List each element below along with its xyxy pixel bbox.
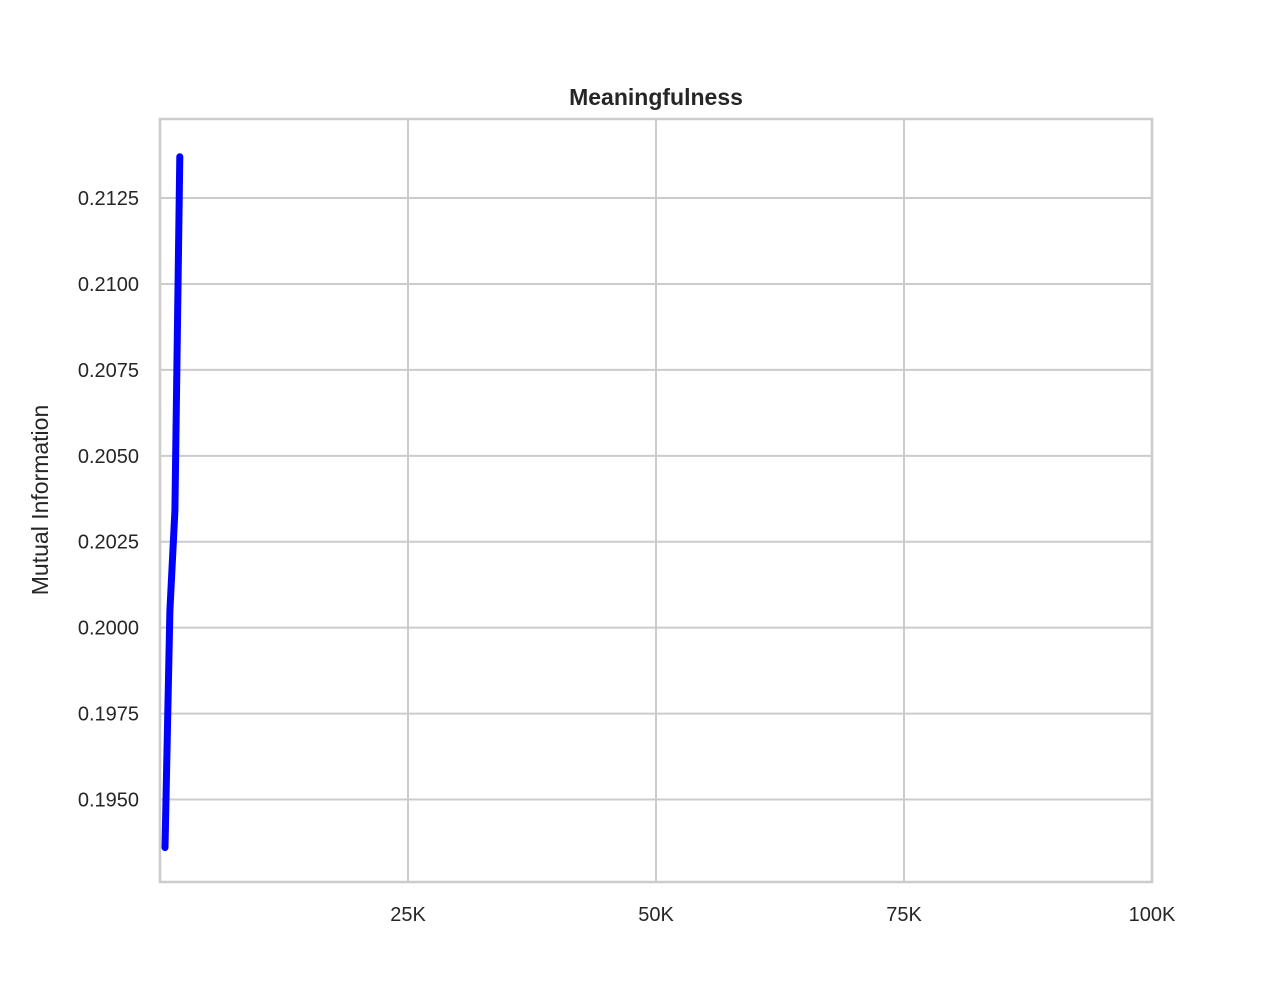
y-tick-label: 0.2125 [78,188,139,210]
x-tick-label: 50K [638,904,674,926]
chart-title: Meaningfulness [569,84,743,110]
series-line [161,153,184,852]
y-tick-label: 0.2075 [78,360,139,382]
x-axis-ticks: 25K 50K 75K 100K [390,904,1176,926]
y-tick-label: 0.2000 [78,618,139,640]
grid [160,119,1153,882]
y-axis-label: Mutual Information [27,405,53,595]
plot-frame [158,117,1154,884]
series-layer [161,153,184,852]
y-axis-ticks: 0.1950 0.1975 0.2000 0.2025 0.2050 0.2075 0.21… [78,188,139,811]
y-tick-label: 0.1975 [78,704,139,726]
y-tick-label: 0.2100 [78,274,139,296]
y-tick-label: 0.2025 [78,532,139,554]
x-tick-label: 100K [1129,904,1176,926]
x-tick-label: 25K [390,904,426,926]
y-tick-label: 0.2050 [78,446,139,468]
y-tick-label: 0.1950 [78,790,139,812]
x-tick-label: 75K [886,904,922,926]
